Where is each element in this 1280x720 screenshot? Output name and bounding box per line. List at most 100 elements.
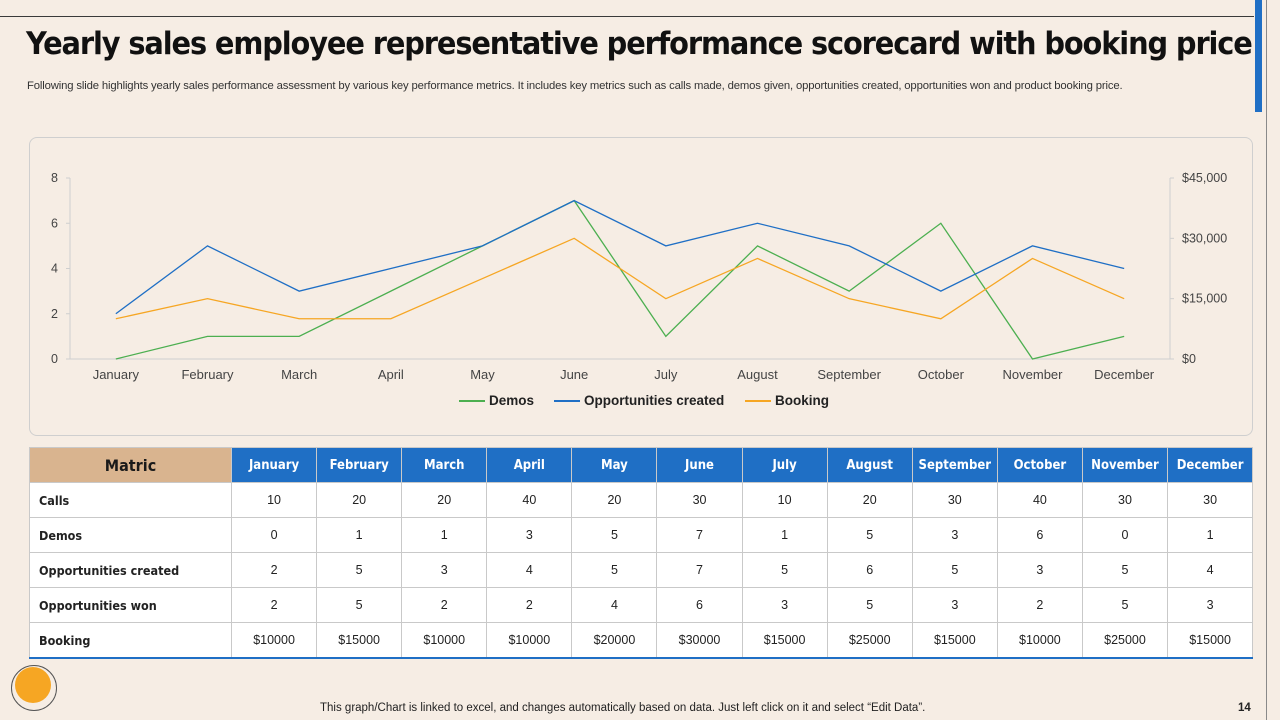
top-divider (0, 16, 1254, 17)
legend-item: Demos (459, 393, 534, 408)
table-cell: 20 (571, 482, 658, 518)
table-cell: 7 (656, 517, 743, 553)
x-tick-label: July (654, 367, 678, 382)
logo-ring (11, 665, 57, 711)
x-tick-label: November (1003, 367, 1064, 382)
table-header-matric: Matric (29, 447, 232, 483)
footer-note: This graph/Chart is linked to excel, and… (320, 702, 926, 714)
table-cell: 3 (486, 517, 573, 553)
table-cell: 5 (316, 552, 403, 588)
table-cell: 10 (230, 482, 318, 518)
table-cell: 3 (996, 552, 1083, 588)
table-cell: 6 (996, 517, 1083, 553)
right-divider (1266, 0, 1267, 720)
x-tick-label: September (817, 367, 881, 382)
table-cell: 5 (741, 552, 828, 588)
legend-item: Booking (745, 393, 829, 408)
table-cell: 2 (486, 587, 573, 623)
series-line-booking (115, 237, 1125, 320)
table-cell: 3 (741, 587, 828, 623)
table-cell: $10000 (486, 622, 573, 659)
table-cell: $30000 (656, 622, 743, 659)
x-tick-label: February (181, 367, 234, 382)
table-cell: 5 (826, 517, 913, 553)
page-number: 14 (1238, 702, 1251, 714)
legend-swatch (554, 399, 580, 402)
y-left-tick-label: 6 (51, 216, 58, 230)
table-cell: 3 (911, 587, 998, 623)
y-left-tick-label: 0 (51, 352, 58, 366)
table-header-month: July (741, 447, 828, 483)
table-cell: 3 (1167, 587, 1254, 623)
table-cell: 7 (656, 552, 743, 588)
table-cell: 0 (230, 517, 318, 553)
table-cell: $10000 (401, 622, 488, 659)
table-cell: 30 (911, 482, 998, 518)
table-cell: 5 (316, 587, 403, 623)
accent-bar (1255, 0, 1262, 112)
y-left-tick-label: 2 (51, 307, 58, 321)
table-cell: 1 (316, 517, 403, 553)
row-label: Demos (29, 517, 232, 553)
legend-item: Opportunities created (554, 393, 724, 408)
table-cell: 3 (911, 517, 998, 553)
legend-swatch (745, 399, 771, 402)
table-cell: 20 (401, 482, 488, 518)
table-cell: 1 (1167, 517, 1254, 553)
table-cell: $10000 (230, 622, 318, 659)
row-label: Opportunities won (29, 587, 232, 623)
table-cell: $20000 (571, 622, 658, 659)
table-cell: 40 (486, 482, 573, 518)
chart-legend: Demos Opportunities created Booking (0, 393, 1280, 411)
row-label: Booking (29, 622, 232, 659)
table-cell: 3 (401, 552, 488, 588)
table-cell: 20 (316, 482, 403, 518)
x-tick-label: May (470, 367, 495, 382)
table-cell: 4 (486, 552, 573, 588)
table-cell: 4 (1167, 552, 1254, 588)
page-title: Yearly sales employee representative per… (26, 26, 1253, 62)
table-cell: 5 (571, 552, 658, 588)
line-chart[interactable]: 0 2 4 6 8 $0 $15,000 $30,000 $45,000 January Febru… (0, 0, 1280, 440)
legend-label: Demos (489, 393, 535, 408)
table-cell: 1 (741, 517, 828, 553)
y-right-tick-label: $45,000 (1182, 171, 1227, 185)
chart-panel[interactable] (29, 137, 1253, 436)
table-cell: 2 (401, 587, 488, 623)
scorecard-table: Matric January February March April May June Ju… (29, 447, 1254, 659)
table-row: Demos 0 1 1 3 5 7 1 5 3 6 0 1 (29, 517, 1254, 553)
table-header-month: January (230, 447, 318, 483)
table-header-month: May (571, 447, 658, 483)
x-tick-label: June (560, 367, 588, 382)
table-cell: 2 (996, 587, 1083, 623)
table-cell: 10 (741, 482, 828, 518)
y-right-tick-label: $0 (1182, 352, 1196, 366)
y-right-tick-label: $15,000 (1182, 292, 1227, 306)
table-cell: 20 (826, 482, 913, 518)
legend-label: Booking (775, 393, 829, 408)
table-cell: 0 (1081, 517, 1169, 553)
table-header-month: April (486, 447, 573, 483)
x-tick-label: January (93, 367, 140, 382)
table-row: Opportunities won 2 5 2 2 4 6 3 5 3 2 5 3 (29, 587, 1254, 623)
table-cell: 5 (571, 517, 658, 553)
table-cell: 2 (230, 587, 318, 623)
table-cell: $15000 (1167, 622, 1254, 659)
table-cell: $10000 (996, 622, 1083, 659)
table-row: Calls 10 20 20 40 20 30 10 20 30 40 30 30 (29, 482, 1254, 518)
table-cell: 30 (656, 482, 743, 518)
x-tick-label: October (918, 367, 965, 382)
table-cell: $15000 (741, 622, 828, 659)
table-cell: 2 (230, 552, 318, 588)
row-label: Calls (29, 482, 232, 518)
table-cell: 5 (1081, 587, 1169, 623)
table-cell: $25000 (826, 622, 913, 659)
y-left-tick-label: 4 (51, 262, 58, 276)
table-cell: 30 (1081, 482, 1169, 518)
table-header-month: March (401, 447, 488, 483)
table-cell: 30 (1167, 482, 1254, 518)
table-header-month: October (996, 447, 1083, 483)
table-cell: $25000 (1081, 622, 1169, 659)
series-line-opportunities-created (115, 199, 1125, 315)
y-left-tick-label: 8 (51, 171, 58, 185)
